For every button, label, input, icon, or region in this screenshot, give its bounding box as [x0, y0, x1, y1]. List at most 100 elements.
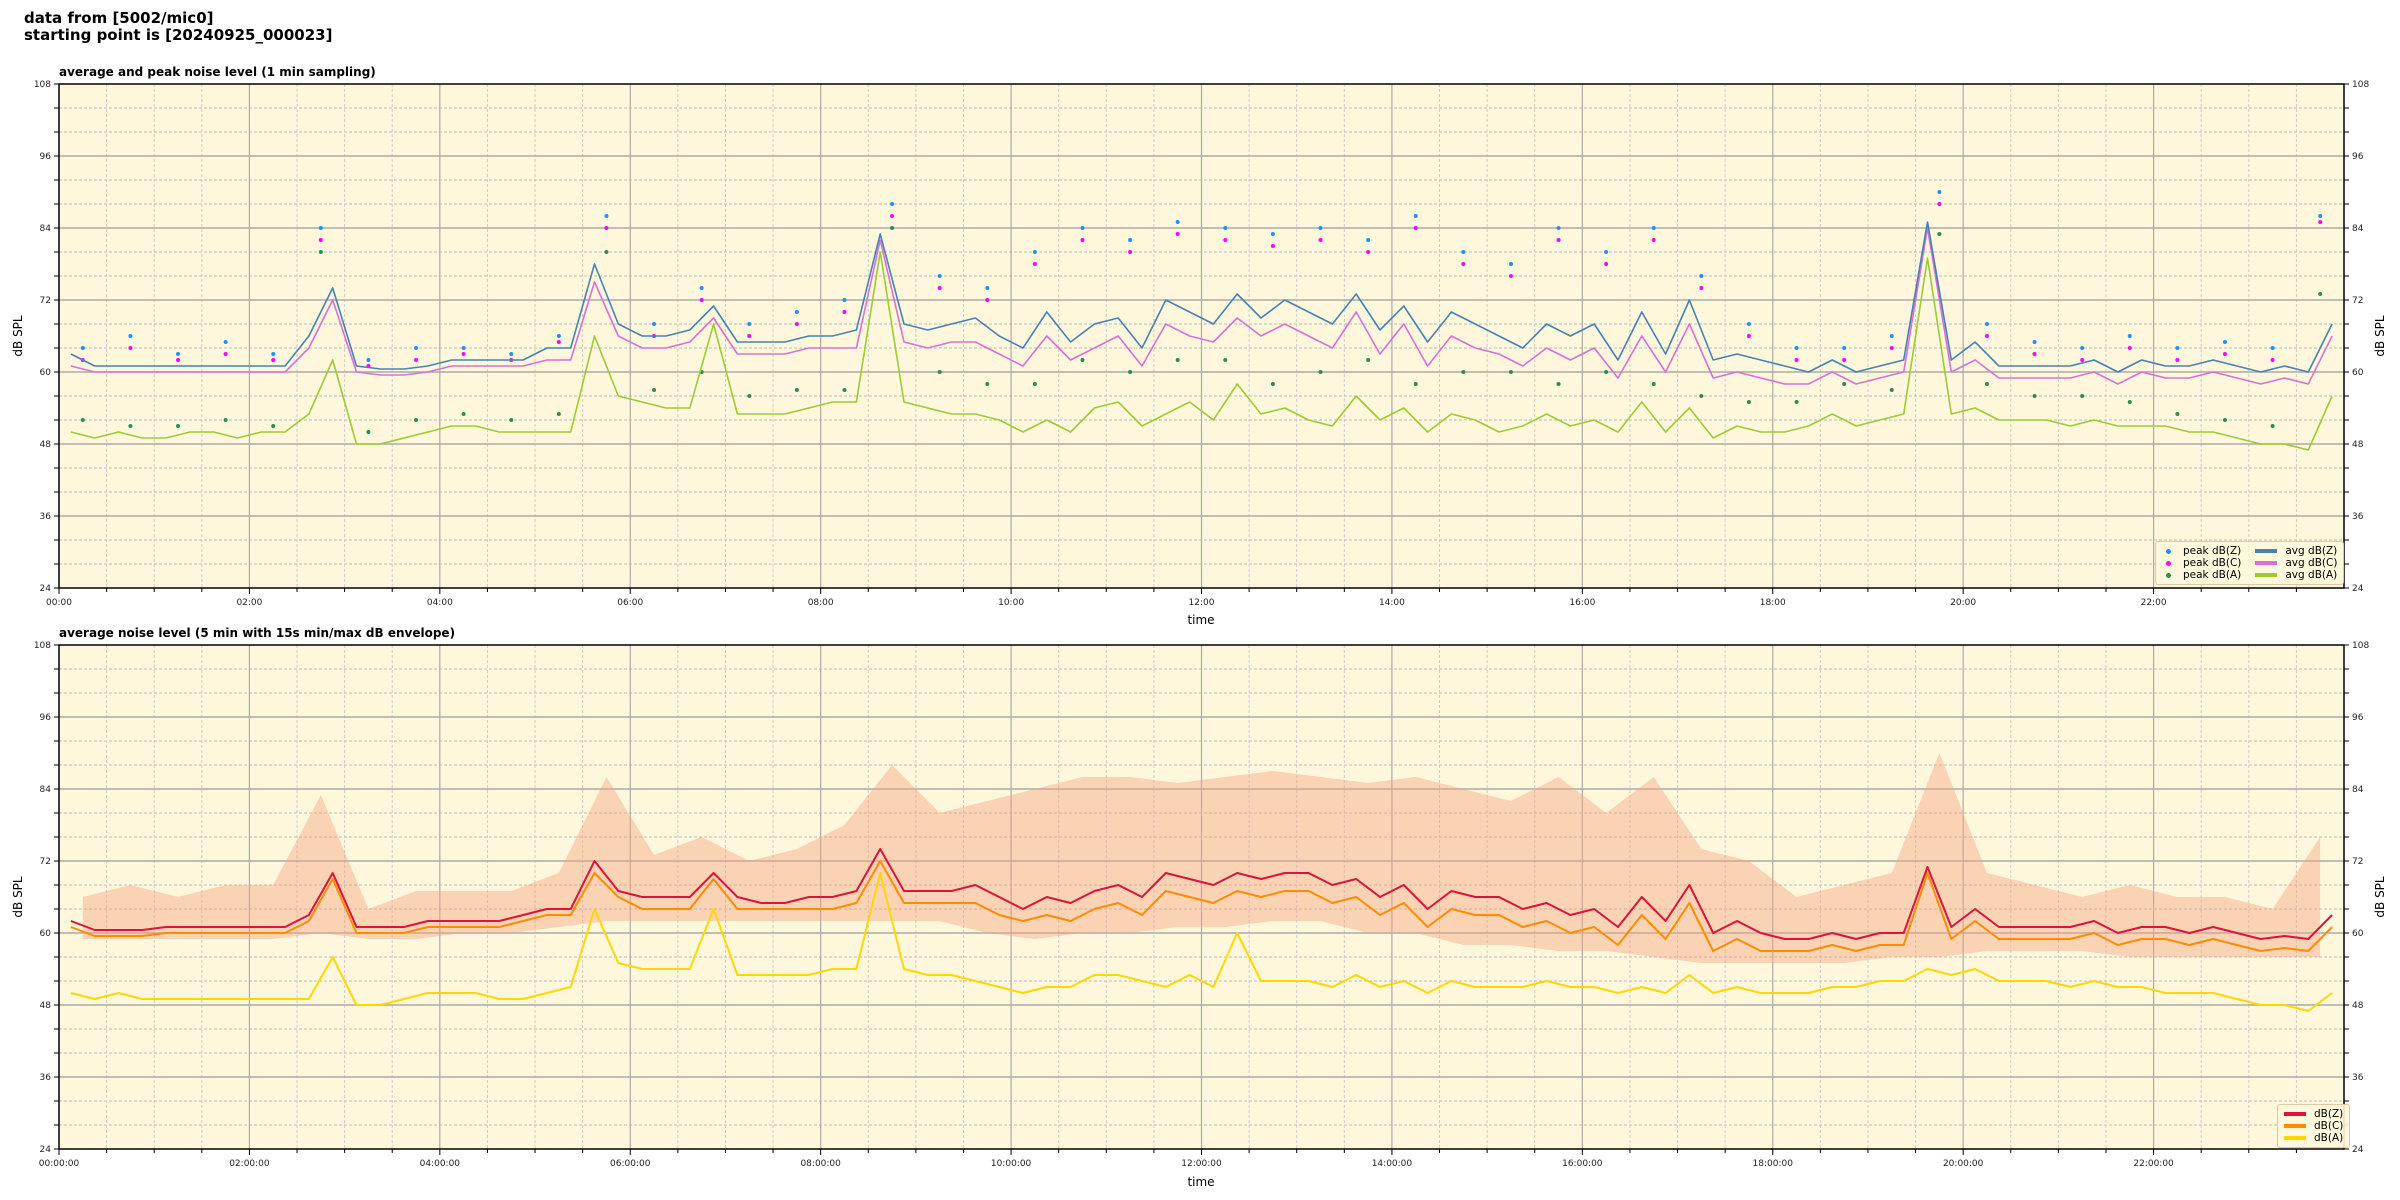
- chart1-point-peak-db-c-: [1461, 262, 1466, 266]
- chart1-xtick-label: 00:00: [46, 598, 72, 608]
- chart1-point-peak-db-z-: [80, 346, 85, 350]
- chart1-point-peak-db-c-: [747, 334, 752, 338]
- chart1-point-peak-db-z-: [2127, 334, 2132, 338]
- chart2-ytick-label-left: 48: [40, 1001, 52, 1011]
- chart2-ytick-label-left: 60: [40, 929, 52, 939]
- chart1-ytick-label-left: 108: [34, 80, 51, 90]
- chart1-point-peak-db-c-: [1937, 202, 1942, 206]
- chart1-point-peak-db-z-: [2222, 340, 2227, 344]
- legend-avg-c: avg dB(C): [2255, 557, 2337, 569]
- chart1-ytick-label-right: 24: [2352, 584, 2364, 594]
- chart1-point-peak-db-z-: [1794, 346, 1799, 350]
- chart1-point-peak-db-z-: [1223, 226, 1228, 230]
- chart1-point-peak-db-c-: [1128, 250, 1133, 254]
- chart2-xtick-label: 20:00:00: [1943, 1159, 1984, 1169]
- chart2-xtick-label: 16:00:00: [1562, 1159, 1603, 1169]
- chart1-point-peak-db-z-: [318, 226, 323, 230]
- chart1-frame: [58, 83, 2345, 589]
- chart2-legend: dB(Z) dB(C) dB(A): [2277, 1104, 2351, 1148]
- legend-marker: [2166, 548, 2171, 554]
- chart1-point-peak-db-z-: [1270, 232, 1275, 236]
- chart1-point-peak-db-a-: [1746, 400, 1751, 404]
- chart1-point-peak-db-a-: [556, 412, 561, 416]
- legend-peak-z: peak dB(Z): [2162, 545, 2241, 557]
- chart1-point-peak-db-c-: [2032, 352, 2037, 356]
- chart2-ytick-label-left: 36: [40, 1073, 52, 1083]
- chart1-point-peak-db-z-: [699, 286, 704, 290]
- chart1-point-peak-db-c-: [604, 226, 609, 230]
- chart1-point-peak-db-z-: [1461, 250, 1466, 254]
- chart1-point-peak-db-c-: [556, 340, 561, 344]
- chart1-point-peak-db-z-: [652, 322, 657, 326]
- chart1-point-peak-db-c-: [2318, 220, 2323, 224]
- chart2-ytick-label-left: 84: [40, 785, 52, 795]
- chart2-ylabel-left: dB SPL: [11, 876, 25, 918]
- chart2-ytick-label-right: 96: [2352, 713, 2364, 723]
- page-header: data from [5002/mic0] starting point is …: [24, 10, 332, 44]
- chart1-point-peak-db-a-: [2032, 394, 2037, 398]
- chart1-point-peak-db-a-: [1604, 370, 1609, 374]
- chart1-point-peak-db-c-: [1842, 358, 1847, 362]
- chart1-point-peak-db-c-: [2270, 358, 2275, 362]
- chart1-point-peak-db-c-: [794, 322, 799, 326]
- chart1-title: average and peak noise level (1 min samp…: [59, 65, 376, 79]
- chart2-ytick-label-right: 108: [2352, 641, 2369, 651]
- chart2-ytick-label-left: 24: [40, 1145, 52, 1155]
- chart2-frame: [58, 644, 2345, 1150]
- chart1-ytick-label-left: 96: [40, 152, 52, 162]
- chart2-ytick-label-right: 24: [2352, 1145, 2364, 1155]
- chart1-point-peak-db-a-: [2127, 400, 2132, 404]
- chart2-ytick-label-right: 48: [2352, 1001, 2364, 1011]
- chart1-point-peak-db-a-: [1223, 358, 1228, 362]
- chart1-line-avg-db-a-: [70, 251, 2333, 451]
- chart1-point-peak-db-a-: [1889, 388, 1894, 392]
- chart1-point-peak-db-z-: [509, 352, 514, 356]
- chart1-xtick-label: 14:00: [1379, 598, 1405, 608]
- chart1-point-peak-db-z-: [2080, 346, 2085, 350]
- chart1-point-peak-db-a-: [414, 418, 419, 422]
- chart1-ytick-label-left: 60: [40, 368, 52, 378]
- chart2-plot: 24 24 36 36 48 48 60 60 72 72 84 84 96 96 108 108 00:00:…: [34, 641, 2370, 1169]
- chart2-minmax-envelope: [82, 753, 2321, 963]
- chart1-point-peak-db-a-: [652, 388, 657, 392]
- legend-line: [2255, 549, 2278, 553]
- chart1-ytick-label-right: 36: [2352, 512, 2364, 522]
- chart1-point-peak-db-z-: [604, 214, 609, 218]
- chart1-point-peak-db-z-: [1175, 220, 1180, 224]
- chart1-point-peak-db-a-: [1080, 358, 1085, 362]
- chart2-title: average noise level (5 min with 15s min/…: [59, 626, 455, 640]
- chart1-point-peak-db-z-: [1937, 190, 1942, 194]
- chart1-point-peak-db-c-: [1556, 238, 1561, 242]
- chart1-point-peak-db-c-: [2080, 358, 2085, 362]
- chart1-ylabel-left: dB SPL: [11, 315, 25, 357]
- chart1-point-peak-db-z-: [747, 322, 752, 326]
- chart1-point-peak-db-z-: [1651, 226, 1656, 230]
- chart2-ytick-label-right: 60: [2352, 929, 2364, 939]
- chart1-point-peak-db-z-: [2270, 346, 2275, 350]
- chart1-point-peak-db-c-: [1746, 334, 1751, 338]
- chart1-point-peak-db-z-: [1128, 238, 1133, 242]
- legend-avg-z: avg dB(Z): [2255, 545, 2337, 557]
- chart2-ytick-label-right: 72: [2352, 857, 2363, 867]
- chart1-point-peak-db-a-: [2222, 418, 2227, 422]
- chart1-point-peak-db-a-: [223, 418, 228, 422]
- chart1-point-peak-db-a-: [747, 394, 752, 398]
- chart2-line-db-a-: [70, 872, 2333, 1012]
- chart1-point-peak-db-z-: [366, 358, 371, 362]
- chart1-point-peak-db-c-: [223, 352, 228, 356]
- chart1-point-peak-db-c-: [1699, 286, 1704, 290]
- chart1-xtick-label: 06:00: [617, 598, 643, 608]
- chart1-point-peak-db-a-: [937, 370, 942, 374]
- chart1-point-peak-db-a-: [1842, 382, 1847, 386]
- chart1-point-peak-db-a-: [2318, 292, 2323, 296]
- chart1-point-peak-db-c-: [2175, 358, 2180, 362]
- chart1-point-peak-db-a-: [1651, 382, 1656, 386]
- chart1-point-peak-db-z-: [2175, 346, 2180, 350]
- chart1-point-peak-db-z-: [890, 202, 895, 206]
- chart1-point-peak-db-c-: [176, 358, 181, 362]
- chart1-point-peak-db-c-: [2127, 346, 2132, 350]
- chart2-xtick-label: 14:00:00: [1372, 1159, 1413, 1169]
- chart1-point-peak-db-z-: [128, 334, 133, 338]
- chart1-point-peak-db-c-: [1223, 238, 1228, 242]
